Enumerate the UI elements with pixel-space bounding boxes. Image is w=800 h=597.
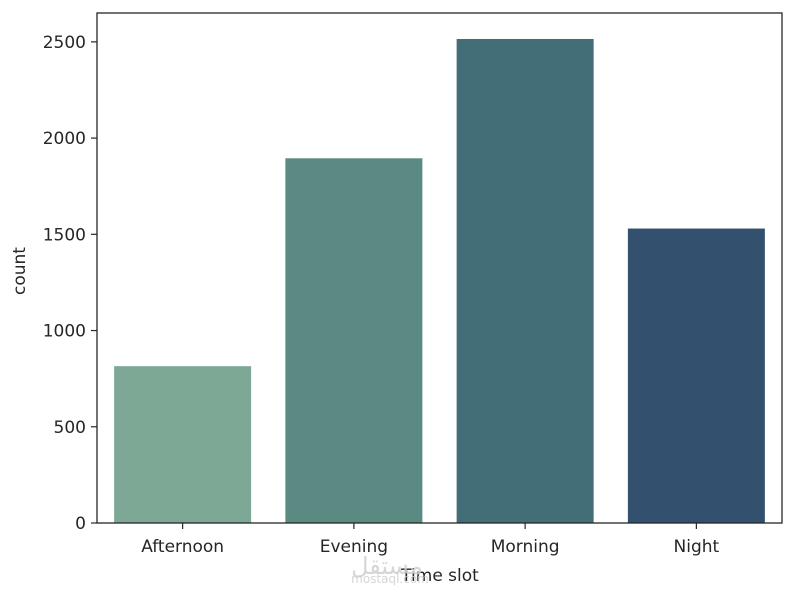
y-tick-label-500: 500 bbox=[54, 418, 86, 438]
x-tick-label-afternoon: Afternoon bbox=[141, 537, 224, 557]
bar-afternoon bbox=[114, 366, 252, 523]
y-tick-label-2500: 2500 bbox=[43, 33, 86, 53]
bar-morning bbox=[456, 38, 594, 523]
x-tick-label-morning: Morning bbox=[491, 537, 560, 557]
y-tick-label-0: 0 bbox=[75, 514, 86, 534]
bar-evening bbox=[285, 158, 423, 523]
y-tick-label-2000: 2000 bbox=[43, 129, 86, 149]
y-tick-label-1500: 1500 bbox=[43, 225, 86, 245]
bars-group bbox=[114, 38, 765, 523]
x-axis-ticks: Afternoon Evening Morning Night bbox=[141, 523, 720, 557]
x-axis-label: Time slot bbox=[400, 566, 479, 586]
watermark-arabic: مستقل bbox=[351, 552, 423, 580]
plot-frame bbox=[96, 12, 783, 524]
x-tick-label-evening: Evening bbox=[320, 537, 388, 557]
y-axis-ticks: 0 500 1000 1500 2000 2500 bbox=[43, 33, 97, 534]
y-axis-label: count bbox=[10, 247, 30, 295]
bar-night bbox=[627, 228, 765, 523]
x-tick-label-night: Night bbox=[674, 537, 720, 557]
watermark-latin: mostaql.com bbox=[351, 572, 429, 586]
y-tick-label-1000: 1000 bbox=[43, 322, 86, 342]
